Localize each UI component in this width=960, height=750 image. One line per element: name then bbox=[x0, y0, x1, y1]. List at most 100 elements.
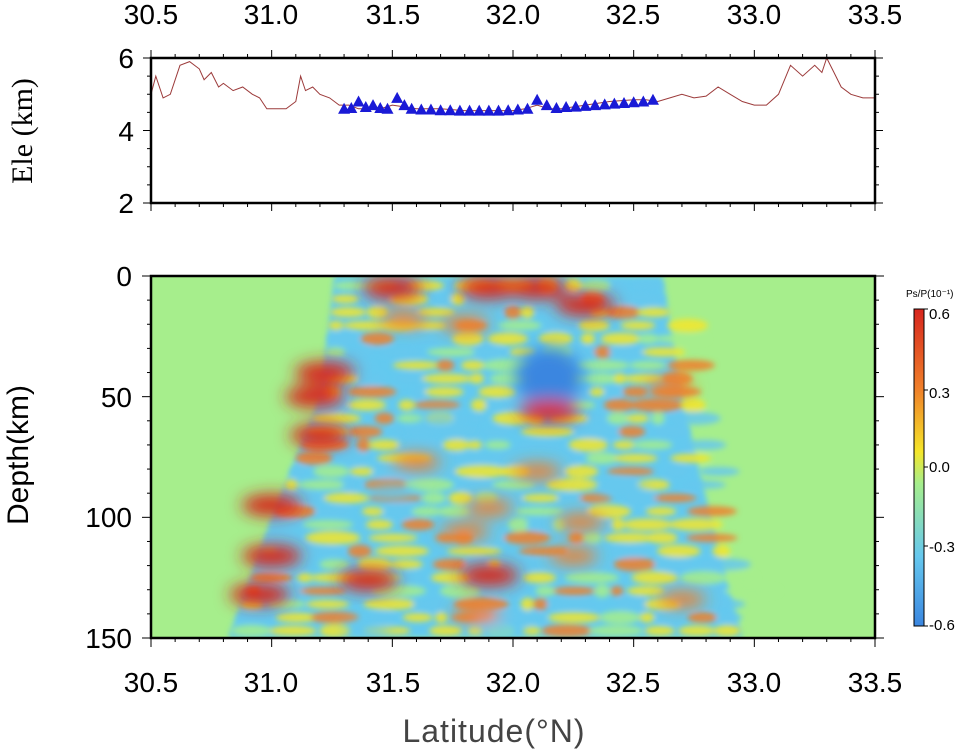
section-band-cell bbox=[414, 400, 461, 410]
section-anomaly bbox=[645, 379, 694, 396]
section-band-cell bbox=[235, 613, 269, 622]
section-anomaly bbox=[368, 485, 417, 502]
section-band-cell bbox=[422, 440, 441, 450]
section-band-cell bbox=[333, 281, 367, 290]
top-x-tick-label: 31.0 bbox=[244, 0, 299, 30]
section-band-cell bbox=[341, 452, 371, 465]
section-anomaly bbox=[289, 424, 350, 447]
bottom-x-tick-label: 30.5 bbox=[124, 667, 179, 698]
section-panel: 0 50 100 150 Depth(km) bbox=[2, 261, 884, 654]
bottom-x-tick-label: 31.5 bbox=[366, 667, 421, 698]
section-band-cell bbox=[290, 466, 308, 477]
section-band-cell bbox=[357, 557, 392, 572]
section-band-cell bbox=[440, 425, 482, 439]
section-band-cell bbox=[600, 332, 642, 345]
section-band-cell bbox=[302, 520, 354, 529]
section-band-cell bbox=[667, 318, 709, 333]
section-band-cell bbox=[452, 331, 484, 346]
section-band-cell bbox=[639, 612, 655, 623]
section-band-cell bbox=[424, 386, 464, 397]
section-band-cell bbox=[269, 519, 302, 530]
section-band-cell bbox=[317, 547, 343, 556]
section-anomaly bbox=[241, 544, 302, 567]
section-band-cell bbox=[469, 373, 484, 384]
section-band-cell bbox=[653, 425, 690, 439]
section-band-cell bbox=[299, 586, 347, 596]
section-band-cell bbox=[611, 518, 625, 531]
section-band-cell bbox=[502, 560, 557, 569]
section-band-cell bbox=[368, 612, 397, 623]
section-band-cell bbox=[521, 426, 575, 437]
section-band-cell bbox=[715, 613, 743, 622]
colorbar-label: Ps/P(10⁻¹) bbox=[906, 289, 954, 300]
depth-tick-label: 150 bbox=[85, 623, 132, 654]
station-marker bbox=[374, 102, 387, 114]
section-band-cell bbox=[687, 506, 738, 517]
section-band-cell bbox=[606, 412, 629, 425]
section-band-cell bbox=[724, 571, 757, 584]
station-marker bbox=[540, 99, 553, 111]
section-band-cell bbox=[427, 347, 478, 357]
section-band-cell bbox=[588, 625, 644, 637]
section-band-cell bbox=[498, 320, 542, 331]
section-band-cell bbox=[356, 372, 385, 385]
section-band-cell bbox=[492, 480, 535, 490]
section-band-cell bbox=[656, 544, 701, 558]
section-band-cell bbox=[432, 558, 471, 571]
section-band-cell bbox=[549, 451, 566, 465]
section-band-cell bbox=[365, 519, 393, 530]
section-band-cell bbox=[417, 307, 455, 317]
section-band-cell bbox=[698, 466, 740, 477]
section-band-cell bbox=[667, 359, 716, 371]
section-band-cell bbox=[687, 612, 718, 623]
section-band-cell bbox=[665, 465, 690, 478]
colorbar-tick-label: -0.6 bbox=[929, 617, 955, 634]
station-marker bbox=[415, 103, 428, 115]
section-band-cell bbox=[697, 558, 752, 571]
section-band-cell bbox=[680, 571, 727, 585]
station-marker bbox=[589, 99, 602, 111]
section-band-cell bbox=[713, 625, 741, 637]
section-band-cell bbox=[438, 505, 472, 517]
colorbar-tick-label: 0.6 bbox=[929, 306, 950, 323]
section-band-cell bbox=[481, 426, 511, 437]
section-band-cell bbox=[604, 387, 622, 397]
section-band-cell bbox=[484, 401, 515, 410]
section-band-cell bbox=[486, 452, 534, 465]
section-band-cell bbox=[296, 573, 313, 583]
section-band-cell bbox=[311, 413, 361, 424]
section-band-cell bbox=[342, 320, 390, 330]
section-band-cell bbox=[406, 571, 425, 585]
section-band-cell bbox=[383, 504, 419, 519]
section-band-cell bbox=[564, 465, 599, 478]
section-band-cell bbox=[633, 597, 647, 611]
section-band-cell bbox=[363, 598, 418, 610]
section-band-cell bbox=[319, 559, 350, 570]
section-band-cell bbox=[485, 584, 522, 598]
section-band-cell bbox=[402, 613, 433, 622]
section-anomaly bbox=[464, 499, 513, 516]
bottom-x-tick-labels: 30.5 31.0 31.5 32.0 32.5 33.0 33.5 bbox=[124, 667, 903, 698]
station-marker bbox=[569, 100, 582, 112]
section-band-cell bbox=[469, 306, 502, 318]
section-band-cell bbox=[347, 544, 372, 558]
colorbar-tick-label: 0.0 bbox=[929, 459, 950, 476]
station-marker bbox=[473, 104, 486, 116]
section-band-cell bbox=[456, 478, 494, 492]
section-band-cell bbox=[546, 478, 599, 492]
station-marker bbox=[352, 95, 365, 107]
section-band-cell bbox=[573, 425, 622, 438]
section-band-cell bbox=[461, 360, 486, 371]
section-anomaly bbox=[657, 591, 706, 608]
section-band-cell bbox=[654, 557, 695, 572]
station-marker bbox=[560, 100, 573, 112]
section-band-cell bbox=[618, 425, 646, 438]
section-band-cell bbox=[568, 531, 585, 545]
section-band-cell bbox=[613, 557, 657, 572]
section-band-cell bbox=[448, 491, 473, 505]
section-band-cell bbox=[609, 544, 650, 558]
section-band-cell bbox=[391, 426, 446, 437]
section-anomaly bbox=[392, 453, 441, 470]
section-band-cell bbox=[313, 465, 350, 478]
section-band-cell bbox=[680, 398, 706, 412]
